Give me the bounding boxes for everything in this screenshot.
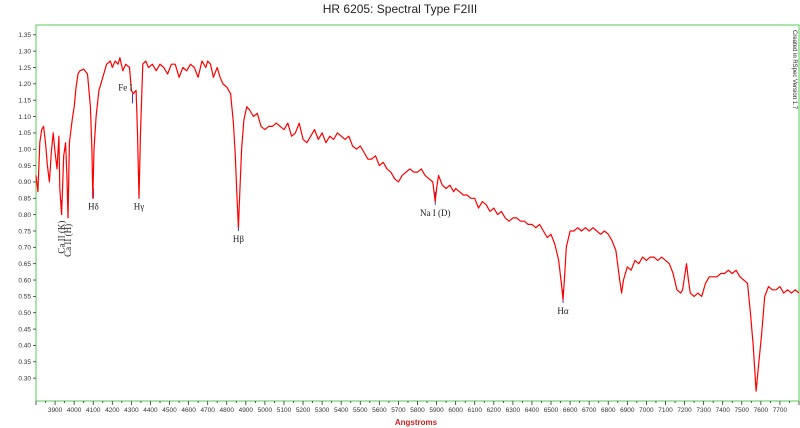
x-tick-label: 5100 xyxy=(277,407,292,414)
chart-title: HR 6205: Spectral Type F2III xyxy=(323,2,478,16)
y-tick-label: 0.85 xyxy=(18,196,31,203)
y-tick-label: 0.90 xyxy=(18,179,31,186)
y-tick-label: 0.55 xyxy=(18,294,31,301)
x-tick-label: 4100 xyxy=(86,407,101,414)
y-tick-label: 1.30 xyxy=(18,48,31,55)
y-tick-label: 1.35 xyxy=(18,32,31,39)
x-tick-label: 4700 xyxy=(200,407,215,414)
x-tick-label: 7700 xyxy=(773,407,788,414)
y-tick-label: 1.25 xyxy=(18,65,31,72)
annotation-label: Ca II (H) xyxy=(63,224,73,257)
x-tick-label: 6200 xyxy=(487,407,502,414)
x-tick-label: 5500 xyxy=(353,407,368,414)
x-tick-label: 7600 xyxy=(754,407,769,414)
x-tick-label: 4500 xyxy=(162,407,177,414)
x-tick-label: 7300 xyxy=(696,407,711,414)
y-tick-label: 0.50 xyxy=(18,310,31,317)
y-axis: 0.30 0.35 0.40 0.45 0.50 0.55 0.60 0.65 0.70 0.75… xyxy=(18,32,36,382)
x-tick-label: 6300 xyxy=(506,407,521,414)
x-tick-label: 6700 xyxy=(582,407,597,414)
x-tick-label: 7400 xyxy=(715,407,730,414)
x-tick-label: 5800 xyxy=(410,407,425,414)
annotation-label: Na I (D) xyxy=(420,208,451,218)
x-tick-label: 6400 xyxy=(525,407,540,414)
x-tick-label: 6900 xyxy=(620,407,635,414)
x-axis-label: Angstroms xyxy=(395,418,438,427)
x-tick-label: 6800 xyxy=(601,407,616,414)
side-note: Created in RSpec Version 1.7 xyxy=(791,30,797,110)
x-tick-label: 5000 xyxy=(258,407,273,414)
y-tick-label: 0.70 xyxy=(18,245,31,252)
y-tick-label: 0.75 xyxy=(18,228,31,235)
annotations: Ca II (K)Ca II (H) Hδ Fe I Hγ Hβ Na I (D) Hα xyxy=(57,83,569,316)
x-tick-label: 4200 xyxy=(105,407,120,414)
x-tick-label: 4000 xyxy=(67,407,82,414)
x-tick-label: 4900 xyxy=(239,407,254,414)
x-tick-label: 6100 xyxy=(467,407,482,414)
x-tick-label: 4600 xyxy=(181,407,196,414)
x-tick-label: 7100 xyxy=(658,407,673,414)
x-tick-label: 5200 xyxy=(296,407,311,414)
y-tick-label: 1.05 xyxy=(18,130,31,137)
x-tick-label: 5900 xyxy=(429,407,444,414)
annotation-label: Ca II (K) xyxy=(57,221,67,254)
annotation-label: Hβ xyxy=(233,234,244,244)
annotation-label: Fe I xyxy=(118,83,132,93)
x-tick-label: 6600 xyxy=(563,407,578,414)
x-tick-label: 5400 xyxy=(334,407,349,414)
annotation-label: Hγ xyxy=(134,201,144,211)
x-tick-label: 6500 xyxy=(544,407,559,414)
x-tick-label: 6000 xyxy=(448,407,463,414)
y-tick-label: 1.20 xyxy=(18,81,31,88)
x-tick-label: 7000 xyxy=(639,407,654,414)
x-tick-label: 3900 xyxy=(48,407,63,414)
plot-frame xyxy=(35,24,800,402)
y-tick-label: 0.80 xyxy=(18,212,31,219)
x-tick-label: 7500 xyxy=(735,407,750,414)
y-tick-label: 0.60 xyxy=(18,277,31,284)
y-tick-label: 0.45 xyxy=(18,326,31,333)
annotation-label: Hα xyxy=(557,306,568,316)
annotation-label: Hδ xyxy=(88,201,99,211)
spectrum-line xyxy=(35,57,800,392)
x-tick-label: 5600 xyxy=(372,407,387,414)
y-tick-label: 1.10 xyxy=(18,114,31,121)
x-tick-label: 7200 xyxy=(677,407,692,414)
y-tick-label: 0.65 xyxy=(18,261,31,268)
y-tick-label: 0.35 xyxy=(18,359,31,366)
x-axis: 3900 4000 4100 4200 4300 4400 4500 4600 4700 4800… xyxy=(35,401,800,414)
x-tick-label: 4400 xyxy=(143,407,158,414)
y-tick-label: 1.00 xyxy=(18,147,31,154)
x-tick-label: 4800 xyxy=(220,407,235,414)
x-tick-label: 5700 xyxy=(391,407,406,414)
y-tick-label: 0.40 xyxy=(18,343,31,350)
y-tick-label: 1.15 xyxy=(18,98,31,105)
x-tick-label: 4300 xyxy=(124,407,139,414)
y-tick-label: 0.95 xyxy=(18,163,31,170)
y-tick-label: 0.30 xyxy=(18,375,31,382)
x-tick-label: 5300 xyxy=(315,407,330,414)
